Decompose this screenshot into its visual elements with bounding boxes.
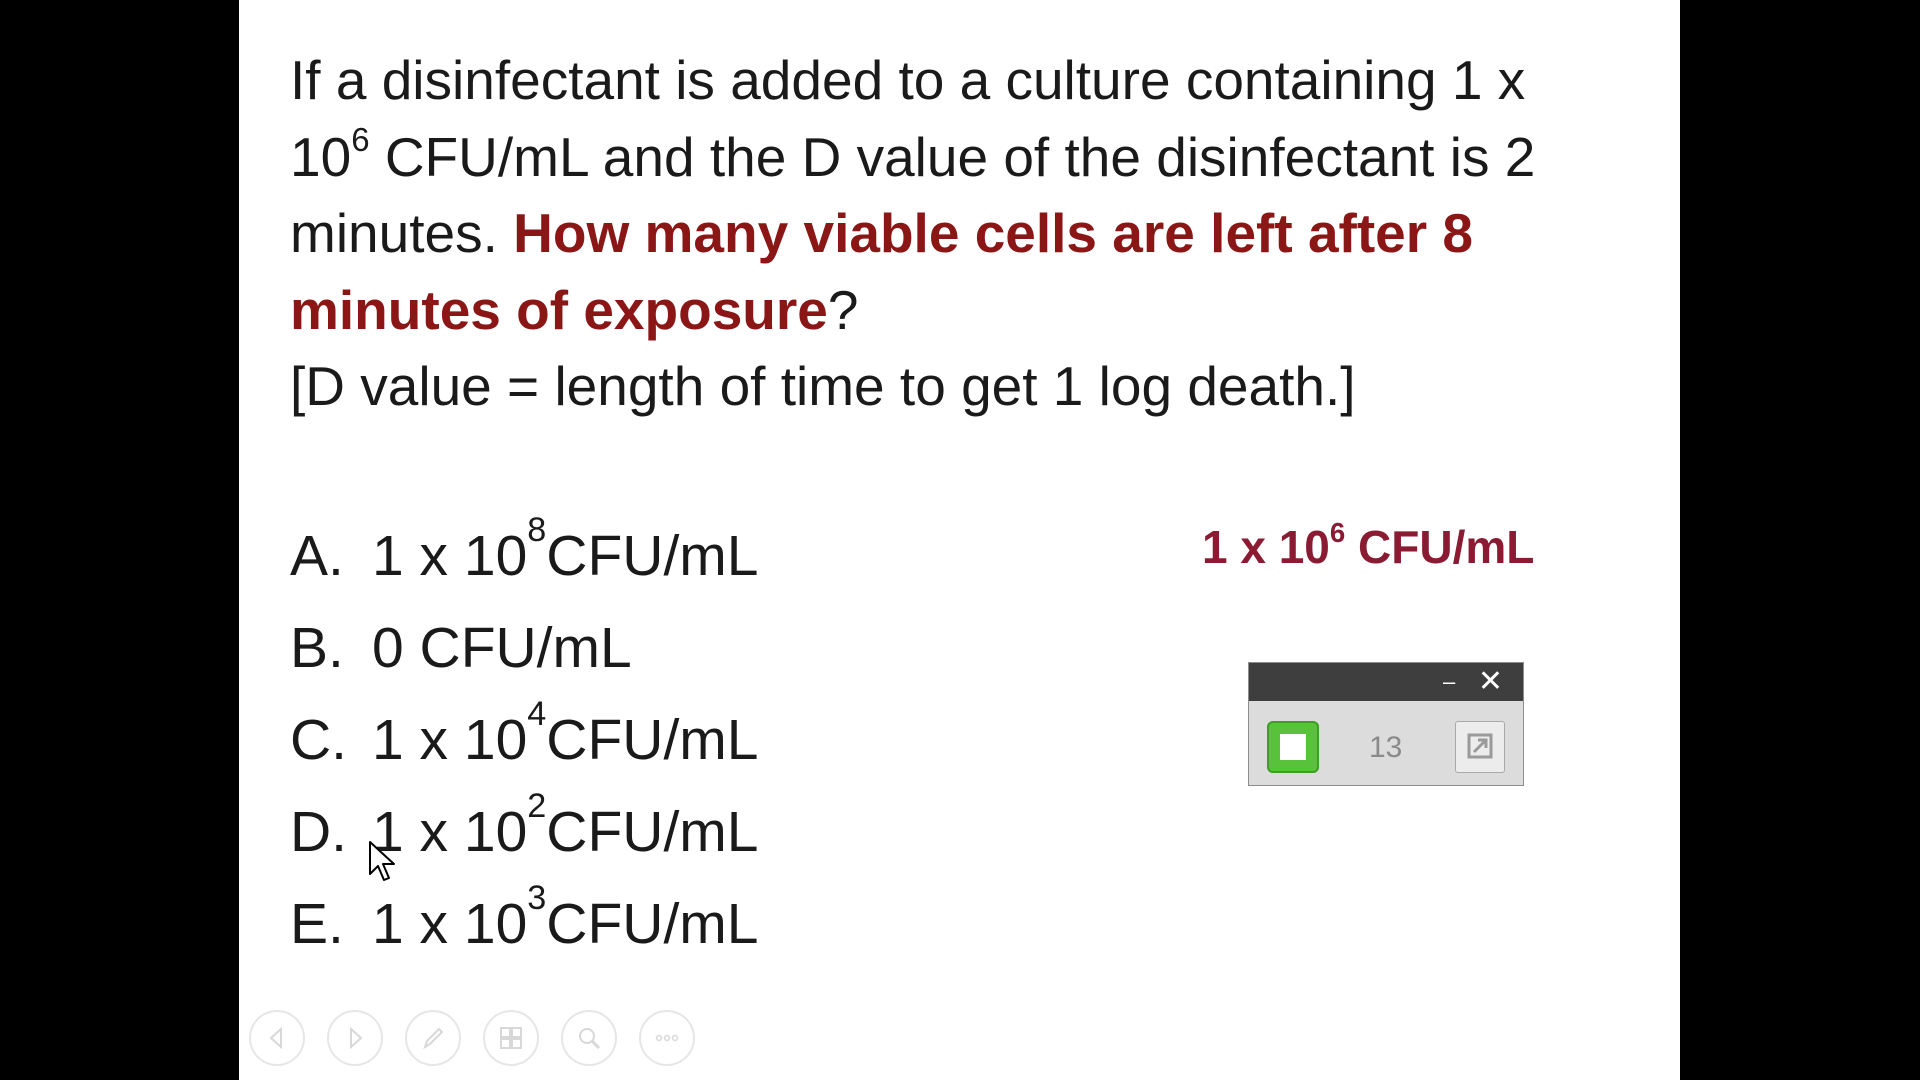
question-mark: ? bbox=[827, 278, 859, 341]
option-d: D. 1 x 10 2 CFU/mL bbox=[290, 787, 759, 864]
d-value-note: [D value = length of time to get 1 log d… bbox=[290, 355, 1356, 417]
slideshow-toolbar bbox=[249, 1010, 717, 1066]
slides-icon bbox=[500, 1027, 522, 1049]
option-base: 1 x 10 bbox=[372, 892, 528, 956]
option-unit: CFU/mL bbox=[546, 892, 759, 956]
question-exponent: 6 bbox=[351, 120, 370, 158]
previous-icon bbox=[269, 1026, 282, 1050]
timer-body: 13 bbox=[1249, 701, 1523, 785]
option-letter: B. bbox=[290, 616, 344, 680]
timer-count: 13 bbox=[1369, 731, 1403, 764]
pen-button[interactable] bbox=[405, 1010, 461, 1066]
slides-button[interactable] bbox=[483, 1010, 539, 1066]
zoom-button[interactable] bbox=[561, 1010, 617, 1066]
stop-button[interactable] bbox=[1267, 721, 1319, 773]
option-base: 1 x 10 bbox=[372, 800, 528, 864]
pen-icon bbox=[423, 1027, 444, 1050]
more-icon bbox=[655, 1034, 679, 1042]
option-b: B. 0 CFU/mL bbox=[290, 602, 758, 694]
option-base: 1 x 10 bbox=[372, 524, 528, 588]
answer-base: 1 x 10 bbox=[1202, 521, 1330, 573]
timer-titlebar[interactable]: – ✕ bbox=[1249, 663, 1523, 701]
answer-exponent: 6 bbox=[1329, 517, 1346, 549]
mouse-cursor-icon bbox=[369, 841, 395, 881]
option-letter: D. bbox=[290, 800, 347, 864]
close-button[interactable]: ✕ bbox=[1477, 665, 1503, 698]
option-unit: CFU/mL bbox=[546, 524, 759, 588]
answer-unit: CFU/mL bbox=[1345, 521, 1535, 573]
minimize-button[interactable]: – bbox=[1443, 669, 1456, 694]
question-intro: If a disinfectant is added to a culture … bbox=[290, 49, 1526, 188]
answer-options: A. 1 x 10 8 CFU/mL B. 0 CFU/mL C. 1 x 10 4… bbox=[290, 510, 758, 970]
question-emphasis: How many viable cells are left after 8 m… bbox=[290, 202, 1474, 341]
timer-widget: – ✕ 13 bbox=[1248, 662, 1524, 786]
option-unit: CFU/mL bbox=[546, 708, 759, 772]
option-base: 0 CFU/mL bbox=[372, 616, 632, 680]
option-letter: C. bbox=[290, 708, 347, 772]
option-letter: E. bbox=[290, 892, 344, 956]
zoom-icon bbox=[579, 1028, 601, 1050]
option-a: A. 1 x 10 8 CFU/mL bbox=[290, 511, 759, 588]
option-c: C. 1 x 10 4 CFU/mL bbox=[290, 695, 759, 772]
option-letter: A. bbox=[290, 524, 344, 588]
expand-icon bbox=[1467, 733, 1493, 759]
question-intro-rest: CFU/mL and the D value of the disinfecta… bbox=[290, 125, 1536, 265]
slide: If a disinfectant is added to a culture … bbox=[239, 0, 1680, 1080]
expand-button[interactable] bbox=[1455, 721, 1505, 773]
starting-concentration: 1 x 106 CFU/mL bbox=[1202, 517, 1535, 574]
next-button[interactable] bbox=[327, 1010, 383, 1066]
option-e: E. 1 x 10 3 CFU/mL bbox=[290, 879, 759, 956]
option-base: 1 x 10 bbox=[372, 708, 528, 772]
question-text: If a disinfectant is added to a culture … bbox=[290, 42, 1620, 425]
option-unit: CFU/mL bbox=[546, 800, 759, 864]
more-button[interactable] bbox=[639, 1010, 695, 1066]
next-icon bbox=[350, 1026, 363, 1050]
previous-button[interactable] bbox=[249, 1010, 305, 1066]
